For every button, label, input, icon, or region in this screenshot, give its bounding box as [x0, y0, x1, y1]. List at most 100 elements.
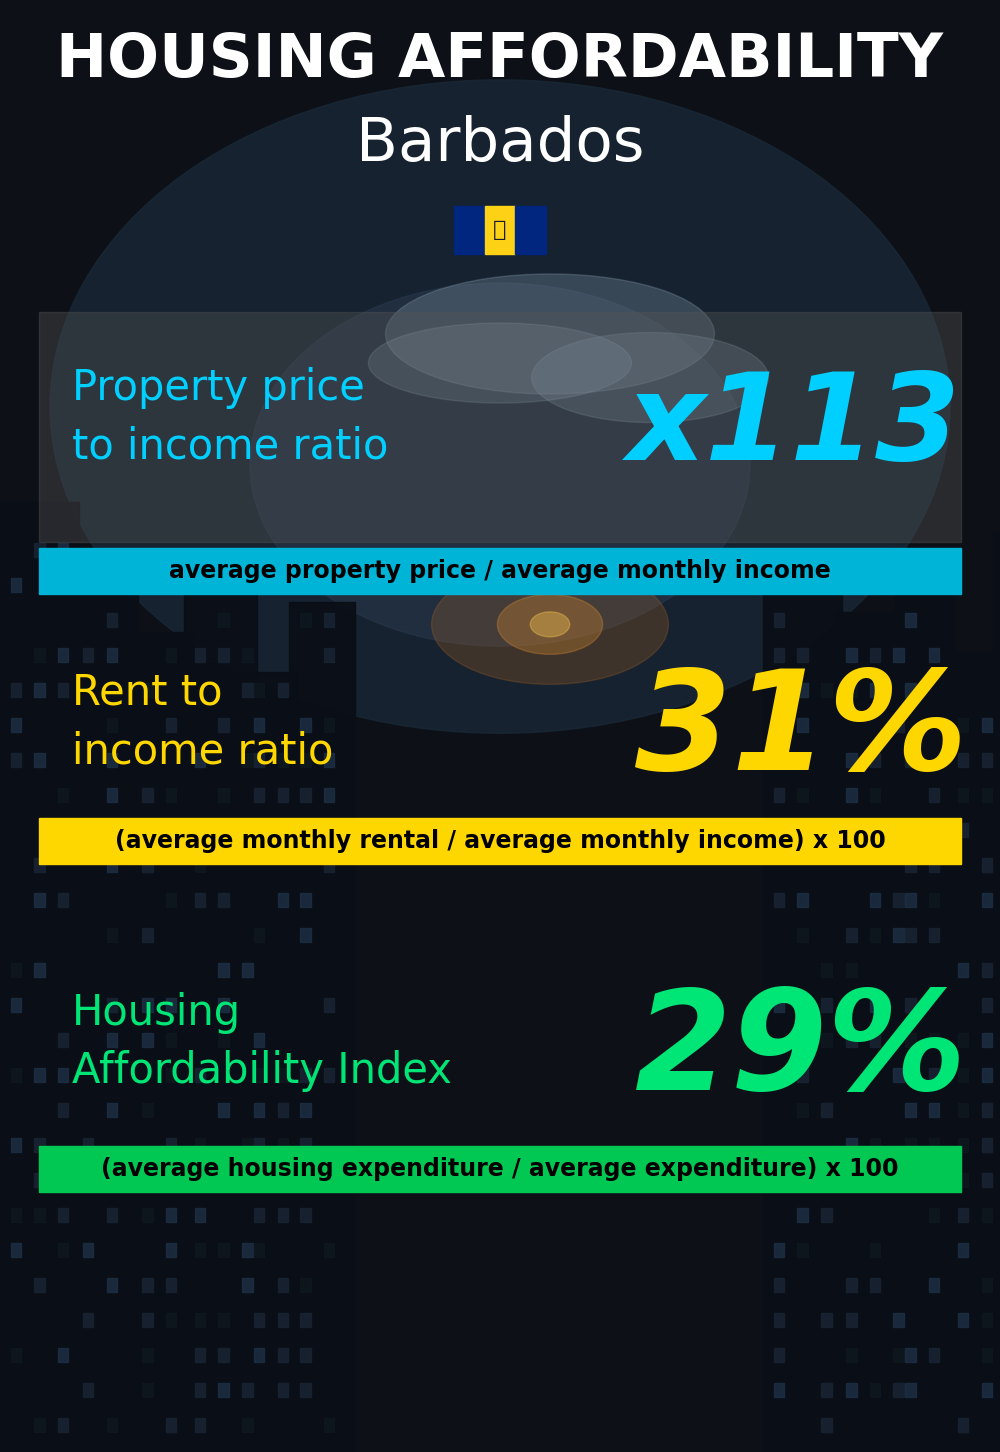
Bar: [821, 1208, 832, 1223]
Bar: [324, 858, 334, 873]
Bar: [242, 754, 253, 767]
Bar: [774, 1347, 784, 1362]
Bar: [821, 1104, 832, 1117]
Bar: [242, 682, 253, 697]
Bar: [774, 998, 784, 1012]
Bar: [142, 998, 153, 1012]
Bar: [195, 1382, 205, 1397]
Text: Housing
Affordability Index: Housing Affordability Index: [72, 992, 452, 1092]
Bar: [774, 578, 784, 592]
Bar: [929, 858, 939, 873]
Bar: [774, 754, 784, 767]
Bar: [958, 1104, 968, 1117]
Bar: [982, 1104, 992, 1117]
Bar: [893, 648, 904, 662]
Bar: [797, 578, 808, 592]
Bar: [982, 1313, 992, 1327]
Bar: [195, 1243, 205, 1257]
Bar: [254, 682, 264, 697]
Bar: [300, 1278, 311, 1292]
Bar: [929, 1347, 939, 1362]
Bar: [836, 611, 908, 1452]
Bar: [958, 823, 968, 836]
Bar: [870, 754, 880, 767]
Bar: [254, 1138, 264, 1151]
Bar: [846, 788, 857, 802]
Bar: [797, 998, 808, 1012]
Text: 31%: 31%: [635, 665, 967, 800]
Bar: [195, 1069, 205, 1082]
Bar: [797, 788, 808, 802]
Bar: [870, 928, 880, 942]
Bar: [218, 893, 229, 908]
Bar: [870, 1032, 880, 1047]
Text: Property price
to income ratio: Property price to income ratio: [72, 367, 389, 468]
Bar: [870, 1138, 880, 1151]
Bar: [166, 648, 176, 662]
Bar: [107, 1104, 117, 1117]
Text: (average monthly rental / average monthly income) x 100: (average monthly rental / average monthl…: [115, 829, 885, 852]
Bar: [278, 1313, 288, 1327]
Bar: [905, 1382, 916, 1397]
Bar: [821, 823, 832, 836]
Bar: [218, 1347, 229, 1362]
Bar: [83, 1138, 93, 1151]
Bar: [58, 1069, 68, 1082]
Bar: [893, 1313, 904, 1327]
Bar: [300, 893, 311, 908]
Bar: [846, 1278, 857, 1292]
Bar: [300, 928, 311, 942]
Bar: [34, 1208, 45, 1223]
Ellipse shape: [50, 80, 950, 733]
Bar: [982, 893, 992, 908]
Bar: [107, 1419, 117, 1432]
Bar: [300, 788, 311, 802]
Bar: [254, 1032, 264, 1047]
Bar: [982, 754, 992, 767]
Bar: [254, 1243, 264, 1257]
Bar: [905, 1032, 916, 1047]
Bar: [34, 1069, 45, 1082]
Bar: [846, 1382, 857, 1397]
Bar: [107, 998, 117, 1012]
Bar: [11, 1208, 21, 1223]
Bar: [11, 1347, 21, 1362]
Bar: [58, 893, 68, 908]
Bar: [166, 1069, 176, 1082]
Bar: [982, 717, 992, 732]
Bar: [58, 1032, 68, 1047]
Bar: [821, 1032, 832, 1047]
Bar: [893, 1347, 904, 1362]
Bar: [218, 578, 229, 592]
Bar: [774, 1243, 784, 1257]
Bar: [846, 823, 857, 836]
Bar: [278, 1208, 288, 1223]
Bar: [982, 998, 992, 1012]
Bar: [218, 1104, 229, 1117]
Bar: [166, 1208, 176, 1223]
Bar: [132, 632, 191, 1452]
Bar: [982, 1382, 992, 1397]
Bar: [300, 1382, 311, 1397]
Bar: [797, 928, 808, 942]
Bar: [107, 648, 117, 662]
Bar: [324, 823, 334, 836]
Bar: [218, 1243, 229, 1257]
Bar: [905, 928, 916, 942]
Text: Barbados: Barbados: [356, 116, 644, 174]
Bar: [278, 823, 288, 836]
Bar: [300, 1138, 311, 1151]
Bar: [107, 1032, 117, 1047]
Bar: [195, 823, 205, 836]
Bar: [870, 648, 880, 662]
Bar: [218, 1313, 229, 1327]
Bar: [11, 754, 21, 767]
Bar: [774, 823, 784, 836]
Bar: [142, 858, 153, 873]
Bar: [846, 1347, 857, 1362]
Bar: [39, 1146, 961, 1192]
Bar: [982, 1347, 992, 1362]
Bar: [34, 1173, 45, 1186]
Bar: [58, 1419, 68, 1432]
Bar: [821, 1382, 832, 1397]
